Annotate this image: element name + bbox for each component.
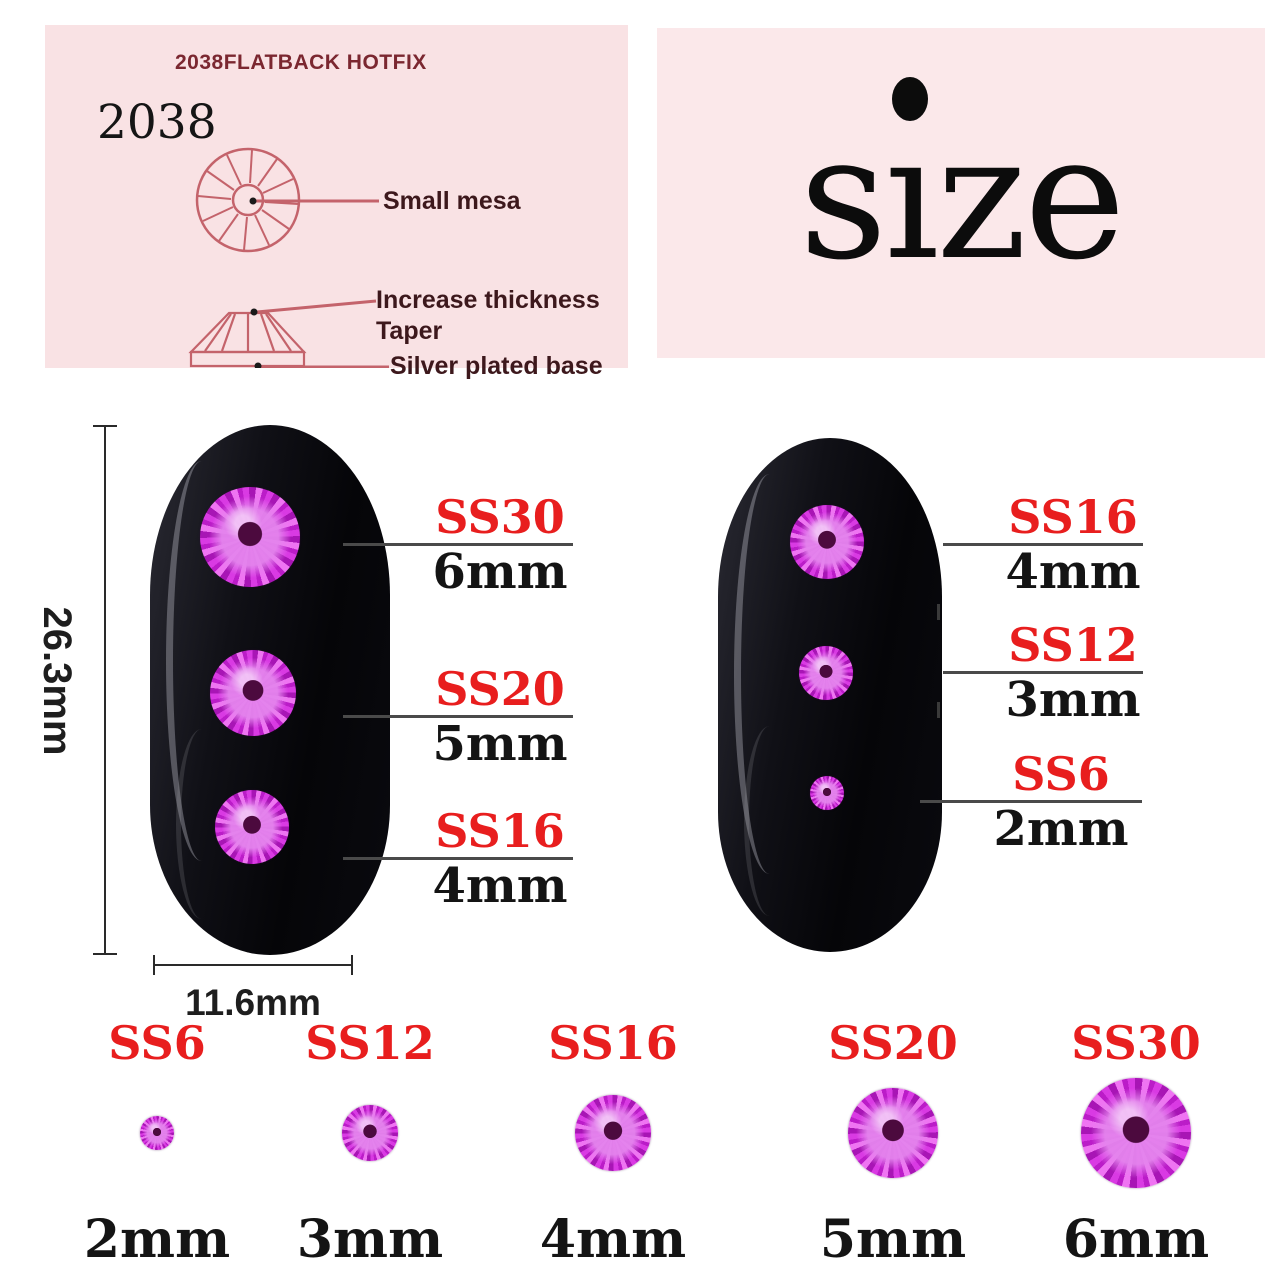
size-sample-ss30: SS30 6mm: [1026, 1020, 1246, 1266]
size-sample-ss12: SS12 3mm: [260, 1020, 480, 1266]
size-code: SS20: [435, 662, 565, 716]
edge-tick: [937, 604, 940, 620]
callout-ss16-left: SS16 4mm: [343, 808, 573, 913]
width-dimension-value: 11.6mm: [185, 982, 321, 1023]
size-mm: 4mm: [539, 1209, 687, 1270]
rhinestone-sample: [575, 1095, 651, 1171]
flatback-diagram-panel: 2038FLATBACK HOTFIX 2038 Small mesa Incr…: [45, 25, 628, 380]
size-code: SS16: [435, 804, 565, 858]
size-heading: sı ze: [657, 77, 1265, 284]
callout-ss12: SS12 3mm: [943, 622, 1143, 727]
size-mm: 2mm: [83, 1209, 231, 1270]
size-code: SS12: [305, 1016, 435, 1070]
size-mm: 5mm: [819, 1209, 967, 1270]
diagram-title: 2038FLATBACK HOTFIX: [175, 51, 427, 74]
height-dimension-value: 26.3mm: [35, 606, 79, 756]
size-code: SS6: [108, 1016, 206, 1070]
rhinestone-sample: [1081, 1078, 1191, 1188]
size-heading-panel: sı ze: [657, 28, 1265, 358]
size-code: SS16: [1008, 490, 1138, 544]
size-mm: 3mm: [1005, 671, 1141, 728]
size-code: SS6: [1012, 747, 1110, 801]
callout-ss6: SS6 2mm: [920, 751, 1142, 856]
height-dimension-line: [93, 425, 117, 955]
rhinestone-ss16: [215, 790, 289, 864]
size-mm: 3mm: [296, 1209, 444, 1270]
taper-label: Taper: [376, 317, 443, 345]
size-heading-pre: s: [799, 97, 887, 298]
size-heading-i: ı: [884, 77, 939, 298]
size-code: SS12: [1008, 618, 1138, 672]
side-view-outline: [188, 311, 307, 368]
size-code: SS30: [1071, 1016, 1201, 1070]
i-dot: [892, 77, 929, 121]
leader-dots: [249, 197, 262, 368]
callout-ss30: SS30 6mm: [343, 494, 573, 599]
rhinestone-sample: [140, 1116, 174, 1150]
top-view-spokes: [197, 149, 299, 251]
small-mesa-label: Small mesa: [383, 187, 521, 215]
width-dimension-line: [153, 955, 353, 975]
rhinestone-ss12: [799, 646, 853, 700]
size-heading-post: ze: [936, 97, 1125, 298]
model-number: 2038: [97, 95, 217, 150]
leader-lines: [256, 199, 389, 368]
size-mm: 2mm: [993, 800, 1129, 857]
size-sample-ss20: SS20 5mm: [783, 1020, 1003, 1266]
rhinestone-sample: [342, 1105, 398, 1161]
increase-thickness-label: Increase thickness: [376, 286, 600, 314]
callout-ss16-right: SS16 4mm: [943, 494, 1143, 599]
edge-tick: [937, 702, 940, 718]
rhinestone-structure-drawing: [188, 147, 389, 368]
size-mm: 5mm: [432, 715, 568, 772]
size-code: SS20: [828, 1016, 958, 1070]
size-sample-ss6: SS6 2mm: [47, 1020, 267, 1266]
silver-plated-base-label: Silver plated base: [390, 352, 603, 380]
rhinestone-ss6: [810, 776, 844, 810]
size-mm: 6mm: [432, 543, 568, 600]
rhinestone-ss20: [210, 650, 296, 736]
size-mm: 4mm: [1005, 543, 1141, 600]
callout-ss20: SS20 5mm: [343, 666, 573, 771]
size-mm: 4mm: [432, 857, 568, 914]
size-mm: 6mm: [1062, 1209, 1210, 1270]
rhinestone-ss30: [200, 487, 300, 587]
rhinestone-ss16-right: [790, 505, 864, 579]
size-code: SS16: [548, 1016, 678, 1070]
size-code: SS30: [435, 490, 565, 544]
rhinestone-sample: [848, 1088, 938, 1178]
size-sample-ss16: SS16 4mm: [503, 1020, 723, 1266]
